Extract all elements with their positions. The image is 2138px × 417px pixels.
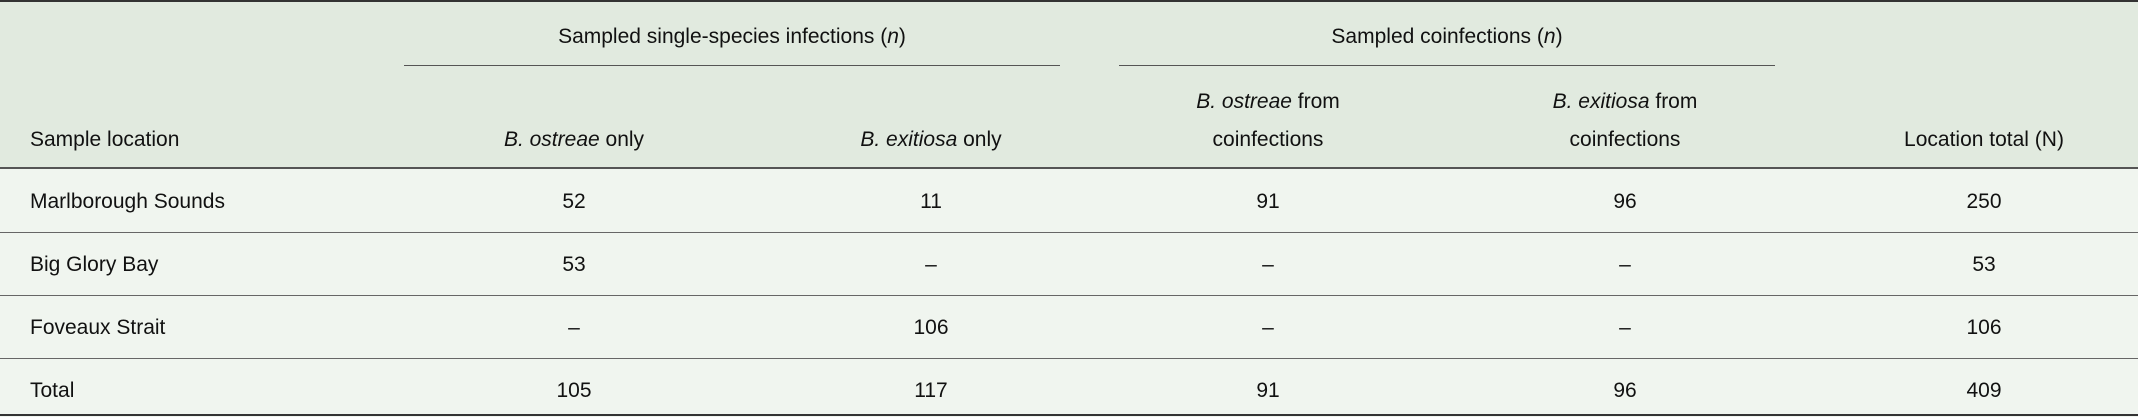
table-cell: 53 [562, 253, 586, 276]
row-location: Foveaux Strait [30, 316, 166, 339]
group-header-coinfections: Sampled coinfections (n) [1331, 25, 1563, 48]
column-header-ostreae-coinf: B. ostreae from coinfections [1196, 90, 1340, 151]
group-underline-coinf [1119, 65, 1775, 66]
column-header-location-total: Location total (N) [1904, 128, 2064, 151]
table-header [0, 0, 2138, 168]
table-cell: 117 [914, 379, 948, 402]
bottom-rule [0, 414, 2138, 416]
group-underline-single [404, 65, 1060, 66]
column-header-location: Sample location [30, 128, 180, 151]
table-cell: – [568, 316, 580, 339]
row-divider [0, 232, 2138, 233]
row-divider [0, 358, 2138, 359]
row-location: Total [30, 379, 75, 402]
table-cell: – [925, 253, 937, 276]
row-divider [0, 295, 2138, 296]
table-cell: 11 [920, 190, 942, 213]
header-rule [0, 167, 2138, 169]
table-cell: – [1619, 253, 1631, 276]
row-location: Big Glory Bay [30, 253, 159, 276]
table-cell: 52 [562, 190, 586, 213]
column-header-ostreae-only: B. ostreae only [503, 128, 645, 151]
top-rule [0, 0, 2138, 2]
table-cell: 106 [913, 316, 949, 339]
table-cell: 53 [1972, 253, 1996, 276]
table-cell: 106 [1966, 316, 2002, 339]
table-cell: 96 [1613, 190, 1637, 213]
table-cell: – [1262, 253, 1274, 276]
table-cell: 96 [1613, 379, 1637, 402]
column-header-exitiosa-only: B. exitiosa only [860, 128, 1002, 151]
table-cell: 105 [556, 379, 592, 402]
column-header-exitiosa-coinf: B. exitiosa from coinfections [1552, 90, 1698, 151]
table-cell: 91 [1256, 379, 1280, 402]
group-header-single-species: Sampled single-species infections (n) [558, 25, 906, 48]
table-cell: – [1262, 316, 1274, 339]
table-cell: 250 [1966, 190, 2002, 213]
table-cell: – [1619, 316, 1631, 339]
table-cell: 409 [1966, 379, 2002, 402]
row-location: Marlborough Sounds [30, 190, 225, 213]
table-cell: 91 [1256, 190, 1280, 213]
